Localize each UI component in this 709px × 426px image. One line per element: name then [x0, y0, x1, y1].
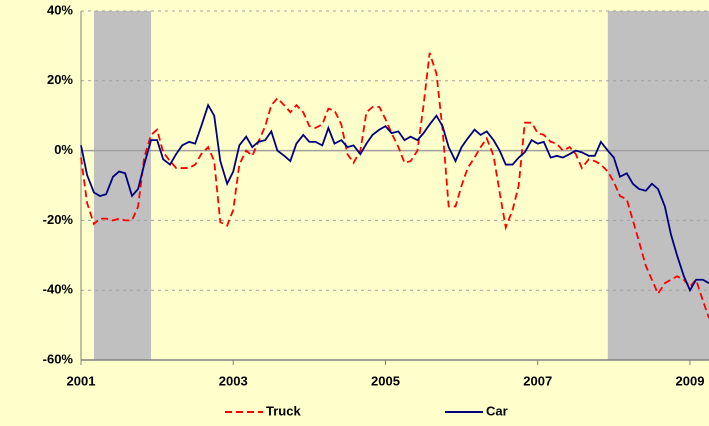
- x-tick-label: 2001: [67, 373, 96, 388]
- y-tick-label: -20%: [43, 212, 74, 227]
- y-tick-label: -60%: [43, 351, 74, 366]
- y-tick-label: 0%: [54, 142, 73, 157]
- y-tick-label: 40%: [47, 2, 73, 17]
- x-tick-label: 2009: [676, 373, 705, 388]
- data-line: [80, 52, 709, 319]
- recession-shade: [93, 11, 152, 360]
- recession-shade: [607, 11, 709, 360]
- x-tick-label: 2003: [219, 373, 248, 388]
- y-tick-label: 20%: [47, 72, 73, 87]
- x-tick-label: 2005: [371, 373, 400, 388]
- x-tick-label: 2007: [523, 373, 552, 388]
- y-tick-label: -40%: [43, 282, 74, 297]
- legend-label: Truck: [266, 403, 301, 418]
- legend-label: Car: [486, 403, 508, 418]
- data-line: [80, 103, 709, 293]
